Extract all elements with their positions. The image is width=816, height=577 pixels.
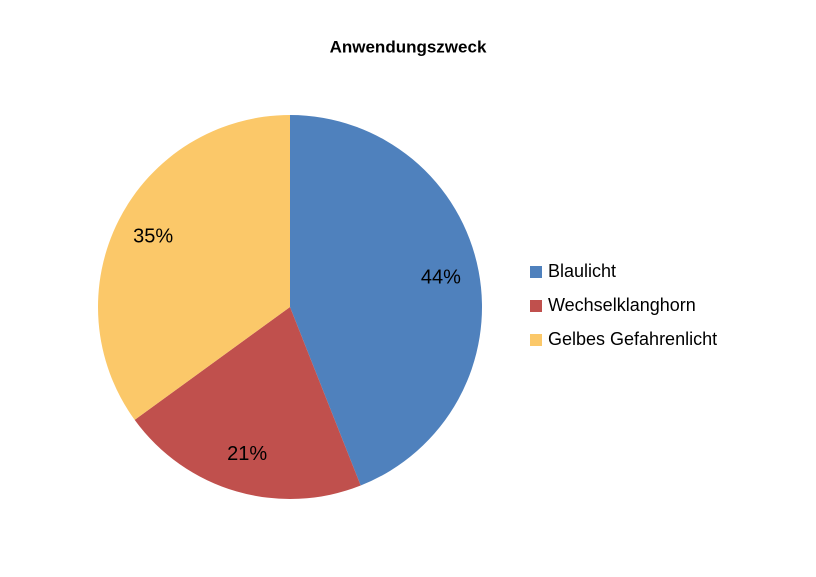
legend-label: Blaulicht <box>548 261 616 281</box>
pie-slice <box>290 115 483 486</box>
pie-slice <box>134 307 361 500</box>
legend-swatch <box>530 266 542 278</box>
value-label: 44% <box>421 266 461 288</box>
legend-label: Wechselklanghorn <box>548 295 696 315</box>
legend-swatch <box>530 300 542 312</box>
value-label: 35% <box>133 226 173 248</box>
legend-swatch <box>530 334 542 346</box>
pie-slice <box>97 115 291 420</box>
value-label: 21% <box>227 443 267 465</box>
legend-label: Gelbes Gefahrenlicht <box>548 329 717 349</box>
chart-title: Anwendungszweck <box>330 37 487 56</box>
